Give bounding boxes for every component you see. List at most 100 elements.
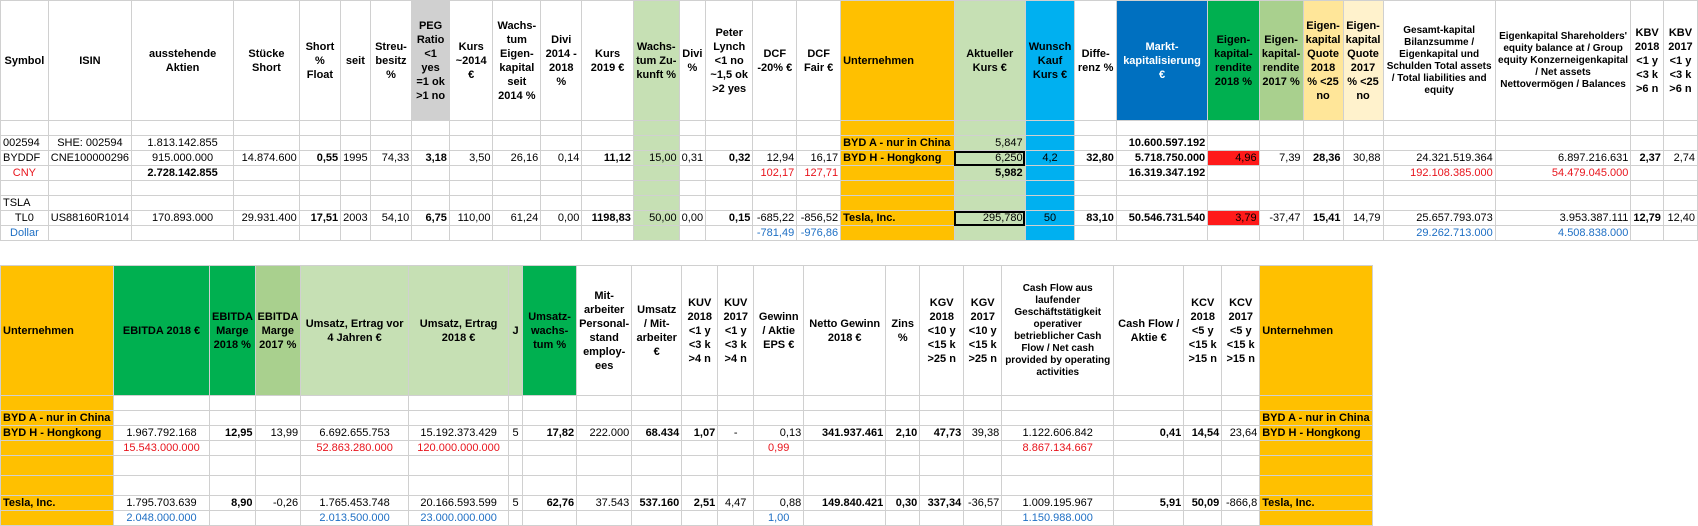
cell-ebitda2018[interactable] bbox=[113, 410, 210, 426]
cell-dcf_fair[interactable] bbox=[796, 135, 842, 151]
cell-peg[interactable]: 3,18 bbox=[411, 150, 450, 166]
hdr-price2019[interactable]: Kurs 2019 € bbox=[581, 0, 634, 121]
cell-eps[interactable]: 1,00 bbox=[753, 510, 805, 526]
cell-since[interactable]: 2003 bbox=[340, 210, 371, 226]
cell-interest[interactable] bbox=[885, 510, 921, 526]
hdr-kbv2017[interactable]: KBV 2017 <1 y <3 k >6 n bbox=[1662, 0, 1698, 121]
cell-market_cap[interactable] bbox=[1115, 120, 1209, 136]
cell-kuv2017[interactable] bbox=[717, 395, 755, 411]
hdr-eq-ratio2017[interactable]: Eigen-kapital Quote 2017 % <25 no bbox=[1342, 0, 1384, 121]
cell-price2019[interactable]: 11,12 bbox=[581, 150, 634, 166]
cell-peter_lynch[interactable] bbox=[705, 165, 754, 181]
cell-short_float[interactable] bbox=[298, 120, 342, 136]
cell-isin[interactable]: SHE: 002594 bbox=[47, 135, 133, 151]
hdr-kcv2017[interactable]: KCV 2017 <5 y <15 k >15 n bbox=[1221, 265, 1261, 396]
hdr-rev-per-emp[interactable]: Umsatz / Mit-arbeiter € bbox=[631, 265, 683, 396]
cell-shares_short[interactable] bbox=[233, 180, 300, 196]
cell-price2019[interactable] bbox=[581, 120, 634, 136]
hdr-ebitda2018[interactable]: EBITDA 2018 € bbox=[113, 265, 210, 396]
cell-company2[interactable] bbox=[1259, 510, 1373, 526]
cell-eq_ratio2018[interactable] bbox=[1302, 135, 1344, 151]
cell-kuv2017[interactable] bbox=[717, 510, 755, 526]
hdr-roe2017[interactable]: Eigen-kapital-rendite 2017 % bbox=[1258, 0, 1304, 121]
cell-eq_ratio2017[interactable] bbox=[1342, 225, 1384, 241]
cell-total_capital[interactable]: 24.321.519.364 bbox=[1382, 150, 1496, 166]
cell-kcv2018[interactable]: 50,09 bbox=[1183, 495, 1223, 511]
cell-difference[interactable] bbox=[1074, 180, 1117, 196]
cell-shares_short[interactable] bbox=[233, 120, 300, 136]
cell-rev_per_emp[interactable] bbox=[631, 395, 683, 411]
cell-current_price[interactable] bbox=[953, 120, 1026, 136]
cell-revenue2018[interactable] bbox=[408, 455, 510, 476]
cell-wish_price[interactable] bbox=[1024, 120, 1076, 136]
cell-cashflow[interactable] bbox=[1001, 475, 1115, 496]
cell-difference[interactable]: 83,10 bbox=[1074, 210, 1117, 226]
hdr-total-capital[interactable]: Gesamt-kapital Bilanzsumme / Eigenkapita… bbox=[1382, 0, 1496, 121]
cell-company[interactable] bbox=[840, 120, 955, 136]
cell-dcf_fair[interactable]: -856,52 bbox=[796, 210, 842, 226]
cell-peg[interactable] bbox=[411, 195, 450, 211]
cell-rev_per_emp[interactable] bbox=[631, 510, 683, 526]
cell-divi2[interactable] bbox=[678, 225, 707, 241]
cell-growth_equity[interactable]: 61,24 bbox=[492, 210, 542, 226]
cell-cashflow[interactable]: 1.150.988.000 bbox=[1001, 510, 1115, 526]
cell-revenue2018[interactable]: 120.000.000.000 bbox=[408, 440, 510, 456]
cell-roe2017[interactable]: -37,47 bbox=[1258, 210, 1304, 226]
cell-market_cap[interactable] bbox=[1115, 195, 1209, 211]
cell-growth_future[interactable] bbox=[632, 135, 680, 151]
cell-revenue_growth[interactable] bbox=[522, 395, 578, 411]
cell-ebitda_margin2018[interactable] bbox=[209, 440, 256, 456]
cell-net_income[interactable]: 149.840.421 bbox=[803, 495, 887, 511]
cell-roe2017[interactable] bbox=[1258, 180, 1304, 196]
cell-peg[interactable] bbox=[411, 120, 450, 136]
cell-ebitda_margin2017[interactable] bbox=[254, 455, 302, 476]
cell-outstanding[interactable]: 170.893.000 bbox=[131, 210, 235, 226]
cell-interest[interactable] bbox=[885, 410, 921, 426]
cell-isin[interactable] bbox=[47, 225, 133, 241]
cell-market_cap[interactable] bbox=[1115, 225, 1209, 241]
cell-current_price[interactable]: 5,982 bbox=[953, 165, 1026, 181]
hdr-free-float[interactable]: Streu-besitz % bbox=[369, 0, 413, 121]
cell-j[interactable] bbox=[508, 440, 524, 456]
cell-growth_equity[interactable]: 26,16 bbox=[492, 150, 542, 166]
cell-kcv2018[interactable] bbox=[1183, 395, 1223, 411]
cell-kcv2018[interactable]: 14,54 bbox=[1183, 425, 1223, 441]
cell-employees[interactable] bbox=[576, 395, 633, 411]
cell-company[interactable] bbox=[0, 455, 114, 476]
cell-revenue4y[interactable] bbox=[300, 475, 410, 496]
cell-eps[interactable]: 0,88 bbox=[753, 495, 805, 511]
cell-peter_lynch[interactable]: 0,15 bbox=[705, 210, 754, 226]
cell-current_price[interactable] bbox=[953, 225, 1026, 241]
cell-employees[interactable]: 222.000 bbox=[576, 425, 633, 441]
cell-roe2017[interactable] bbox=[1258, 195, 1304, 211]
cell-kbv2017[interactable]: 2,74 bbox=[1662, 150, 1698, 166]
cell-short_float[interactable] bbox=[298, 135, 342, 151]
cell-short_float[interactable] bbox=[298, 225, 342, 241]
cell-peter_lynch[interactable]: 0,32 bbox=[705, 150, 754, 166]
hdr-price2014[interactable]: Kurs ~2014 € bbox=[448, 0, 494, 121]
cell-eq_ratio2018[interactable] bbox=[1302, 165, 1344, 181]
cell-employees[interactable] bbox=[576, 510, 633, 526]
cell-dcf_fair[interactable] bbox=[796, 195, 842, 211]
cell-price2014[interactable] bbox=[448, 135, 494, 151]
cell-short_float[interactable]: 0,55 bbox=[298, 150, 342, 166]
cell-kcv2017[interactable]: -866,8 bbox=[1221, 495, 1261, 511]
cell-outstanding[interactable]: 2.728.142.855 bbox=[131, 165, 235, 181]
cell-eps[interactable] bbox=[753, 455, 805, 476]
cell-employees[interactable]: 37.543 bbox=[576, 495, 633, 511]
cell-net_income[interactable] bbox=[803, 455, 887, 476]
cell-kuv2017[interactable]: - bbox=[717, 425, 755, 441]
cell-shares_short[interactable] bbox=[233, 225, 300, 241]
cell-market_cap[interactable]: 50.546.731.540 bbox=[1115, 210, 1209, 226]
hdr-wish-price[interactable]: Wunsch Kauf Kurs € bbox=[1024, 0, 1076, 121]
cell-revenue_growth[interactable]: 17,82 bbox=[522, 425, 578, 441]
hdr-short-float[interactable]: Short % Float bbox=[298, 0, 342, 121]
cell-divi2[interactable] bbox=[678, 120, 707, 136]
hdr-outstanding[interactable]: ausstehende Aktien bbox=[131, 0, 235, 121]
cell-kcv2017[interactable] bbox=[1221, 455, 1261, 476]
hdr-kbv2018[interactable]: KBV 2018 <1 y <3 k >6 n bbox=[1630, 0, 1664, 121]
cell-net_income[interactable]: 341.937.461 bbox=[803, 425, 887, 441]
cell-ebitda_margin2017[interactable] bbox=[254, 410, 302, 426]
cell-revenue4y[interactable] bbox=[300, 395, 410, 411]
cell-kcv2018[interactable] bbox=[1183, 510, 1223, 526]
